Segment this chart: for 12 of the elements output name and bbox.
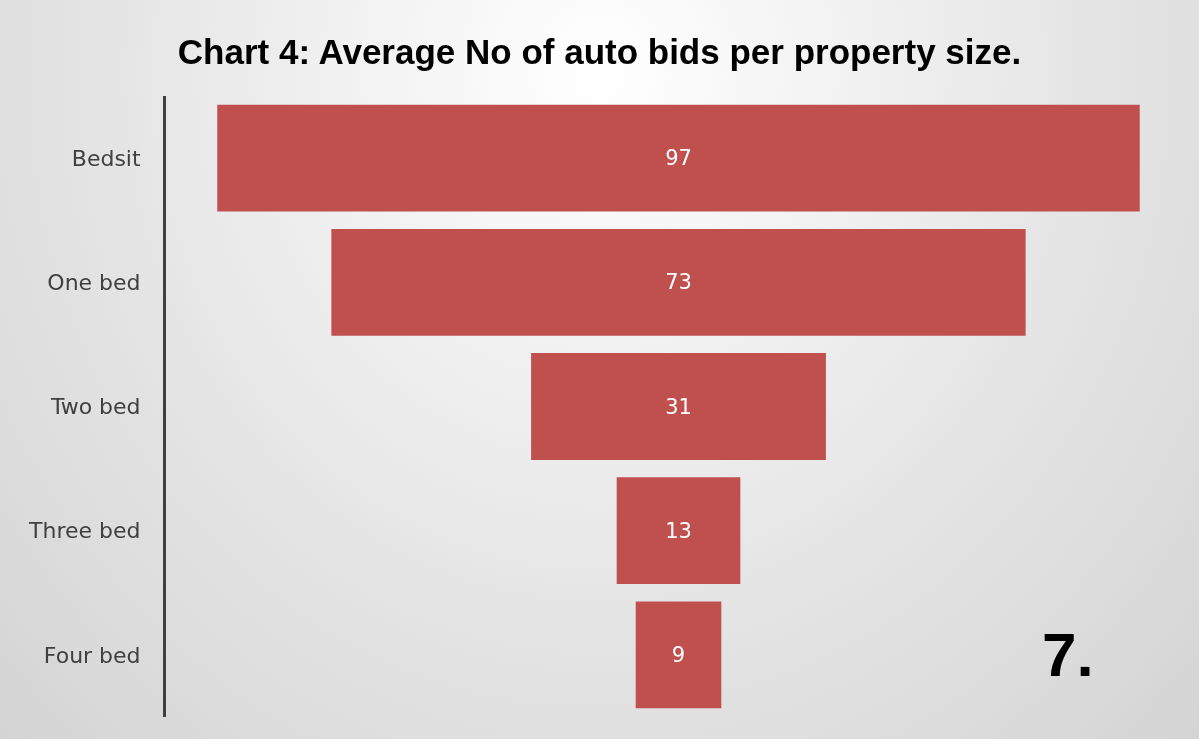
category-label: One bed <box>47 270 141 295</box>
data-label: 97 <box>665 146 692 171</box>
data-label: 13 <box>665 518 692 543</box>
data-label: 73 <box>665 270 692 295</box>
category-label: Bedsit <box>71 145 141 171</box>
data-label: 9 <box>671 642 686 667</box>
text: 7. <box>1042 620 1094 689</box>
data-label: 31 <box>665 394 692 419</box>
category-label: Four bed <box>43 642 141 668</box>
text: Chart 4: Average No of auto bids per property size. <box>177 31 1022 71</box>
category-label: Three bed <box>28 518 141 544</box>
category-label: Two bed <box>49 394 141 420</box>
